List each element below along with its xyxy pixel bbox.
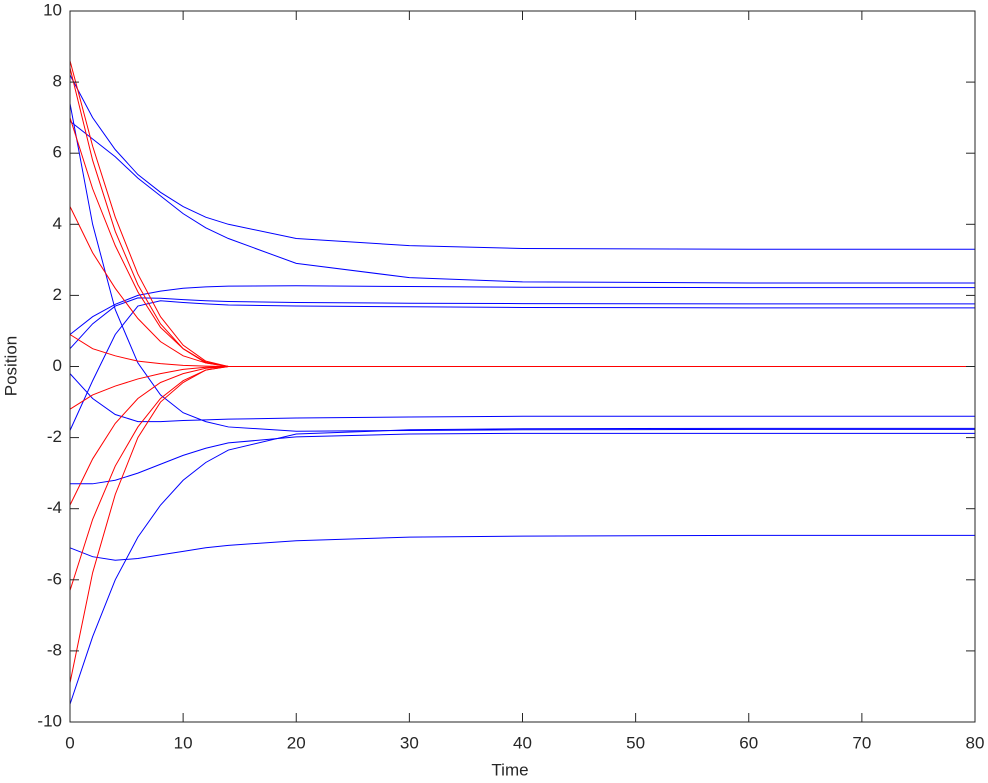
y-tick-label: -10: [37, 711, 62, 730]
y-tick-label: -2: [47, 427, 62, 446]
series-line: [69, 300, 975, 431]
series-line: [69, 74, 975, 250]
y-tick-label: 6: [53, 143, 62, 162]
y-tick-label: 4: [53, 214, 62, 233]
series-line: [69, 373, 975, 423]
series-line: [69, 285, 975, 335]
y-tick-label: -4: [47, 498, 62, 517]
x-tick-label: 50: [626, 733, 645, 752]
x-tick-label: 20: [287, 733, 306, 752]
series-line: [69, 427, 975, 705]
y-tick-label: -8: [47, 640, 62, 659]
x-tick-label: 0: [65, 733, 74, 752]
x-tick-label: 30: [400, 733, 419, 752]
series-line: [69, 534, 975, 561]
x-tick-label: 10: [174, 733, 193, 752]
series-line: [70, 432, 975, 485]
x-axis-label: Time: [491, 760, 528, 779]
series-line: [69, 120, 975, 284]
series-line: [69, 103, 975, 432]
series-line: [69, 366, 975, 683]
y-tick-label: 2: [53, 285, 62, 304]
x-tick-label: 80: [966, 733, 985, 752]
x-tick-label: 60: [739, 733, 758, 752]
x-tick-label: 70: [852, 733, 871, 752]
x-tick-label: 40: [513, 733, 532, 752]
axes-box: [69, 10, 976, 723]
y-tick-label: -6: [47, 569, 62, 588]
y-tick-label: 0: [53, 356, 62, 375]
series-line: [69, 297, 975, 350]
y-tick-label: 8: [53, 72, 62, 91]
y-axis-label: Position: [1, 336, 20, 396]
y-tick-label: 10: [43, 0, 62, 19]
